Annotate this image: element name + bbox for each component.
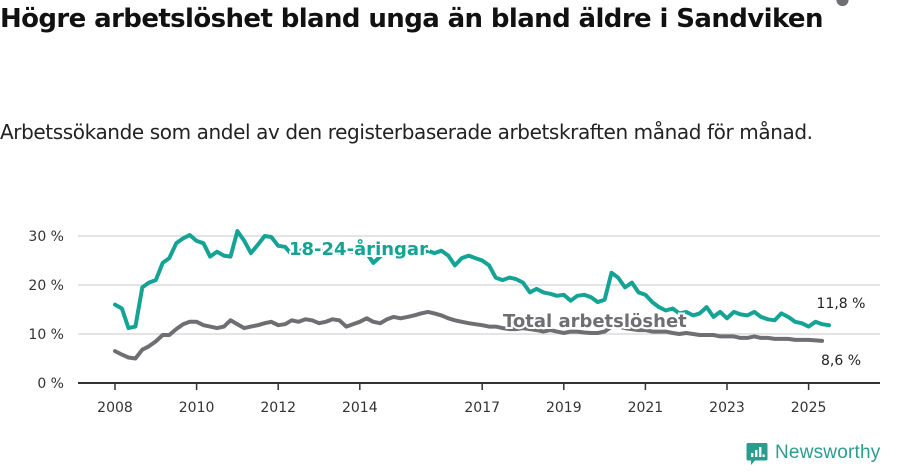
youth-end-value: 11,8 % [817,296,866,312]
brand-name: Newsworthy [775,442,881,463]
y-tick-10: 10 % [28,327,64,343]
total-unemployment-line [113,309,825,361]
y-tick-0: 0 % [37,376,64,392]
y-tick-20: 20 % [28,278,64,294]
x-tick-label: 2023 [709,400,745,416]
gridlines [78,235,880,335]
chart-title: Högre arbetslöshet bland unga än bland ä… [0,4,823,34]
x-axis-ticks: 2008 2010 2012 2014 2017 2019 2021 2023 2025 [97,383,826,416]
youth-series-label: 18-24-åringar [289,238,428,260]
youth-unemployment-line [113,229,831,331]
y-tick-30: 30 % [28,229,64,245]
x-tick-label: 2019 [546,400,582,416]
y-axis-labels: 30 % 20 % 10 % 0 % [28,229,64,392]
total-end-value: 8,6 % [821,353,861,369]
newsworthy-brand: Newsworthy [746,442,881,465]
x-tick-label: 2017 [464,400,500,416]
x-tick-label: 2010 [179,400,215,416]
x-tick-label: 2008 [97,400,133,416]
total-series-label: Total arbetslöshet [503,311,687,332]
x-tick-label: 2025 [791,400,827,416]
x-tick-label: 2014 [342,400,378,416]
x-tick-label: 2021 [628,400,664,416]
bar-chart-speech-bubble-icon [746,442,768,465]
x-tick-label: 2012 [260,400,296,416]
chart-subtitle: Arbetssökande som andel av den registerb… [0,120,813,144]
total-end-marker [836,0,849,6]
